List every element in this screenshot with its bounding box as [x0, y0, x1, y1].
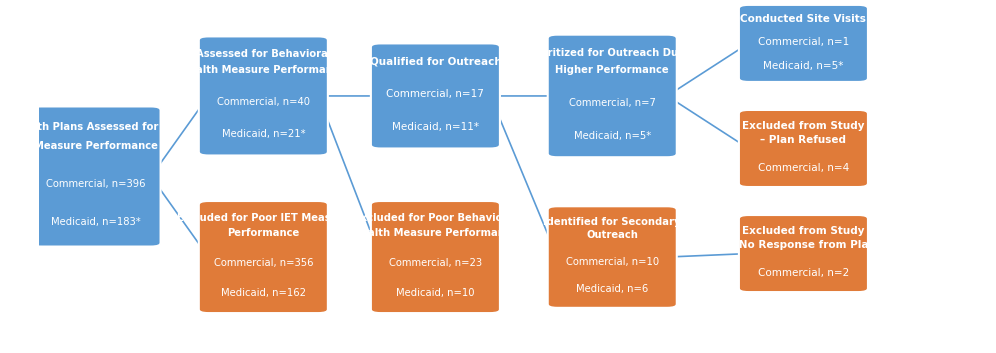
- Text: Prioritized for Outreach Due to: Prioritized for Outreach Due to: [525, 48, 699, 58]
- Text: Commercial, n=10: Commercial, n=10: [566, 257, 658, 268]
- Text: Medicaid, n=11*: Medicaid, n=11*: [391, 122, 479, 132]
- FancyBboxPatch shape: [548, 35, 676, 157]
- Text: Commercial, n=40: Commercial, n=40: [217, 97, 310, 107]
- FancyBboxPatch shape: [199, 201, 328, 313]
- Text: Medicaid, n=10: Medicaid, n=10: [396, 288, 475, 298]
- Text: Medicaid, n=183*: Medicaid, n=183*: [51, 217, 140, 227]
- Text: Identified for Secondary: Identified for Secondary: [544, 217, 681, 227]
- FancyBboxPatch shape: [548, 206, 676, 308]
- FancyBboxPatch shape: [739, 110, 868, 187]
- Text: Commercial, n=2: Commercial, n=2: [758, 268, 849, 278]
- Text: Assessed for Behavioral: Assessed for Behavioral: [195, 49, 331, 59]
- Text: Health Plans Assessed for IET: Health Plans Assessed for IET: [12, 122, 179, 132]
- Text: Excluded for Poor IET Measure: Excluded for Poor IET Measure: [177, 213, 350, 223]
- Text: Commercial, n=23: Commercial, n=23: [388, 258, 482, 268]
- Text: Commercial, n=7: Commercial, n=7: [569, 97, 655, 108]
- Text: Commercial, n=396: Commercial, n=396: [46, 179, 145, 189]
- Text: – Plan Refused: – Plan Refused: [760, 135, 847, 145]
- Text: Medicaid, n=5*: Medicaid, n=5*: [763, 61, 844, 71]
- Text: Conducted Site Visits: Conducted Site Visits: [740, 14, 867, 24]
- Text: Commercial, n=1: Commercial, n=1: [758, 37, 849, 47]
- Text: Commercial, n=356: Commercial, n=356: [213, 258, 313, 268]
- FancyBboxPatch shape: [199, 36, 328, 155]
- Text: Medicaid, n=21*: Medicaid, n=21*: [221, 129, 305, 139]
- Text: Medicaid, n=5*: Medicaid, n=5*: [574, 131, 650, 140]
- Text: Excluded from Study: Excluded from Study: [742, 121, 865, 131]
- Text: Higher Performance: Higher Performance: [556, 65, 669, 74]
- Text: Excluded for Poor Behavioral: Excluded for Poor Behavioral: [354, 213, 517, 223]
- Text: Medicaid, n=6: Medicaid, n=6: [576, 285, 648, 294]
- Text: Commercial, n=17: Commercial, n=17: [386, 89, 484, 99]
- Text: Medicaid, n=162: Medicaid, n=162: [221, 288, 306, 298]
- Text: Qualified for Outreach: Qualified for Outreach: [370, 56, 501, 67]
- Text: Health Measure Performance: Health Measure Performance: [181, 65, 346, 75]
- Text: Commercial, n=4: Commercial, n=4: [758, 163, 849, 173]
- Text: Performance: Performance: [227, 228, 300, 238]
- Text: Excluded from Study: Excluded from Study: [742, 226, 865, 236]
- Text: Outreach: Outreach: [587, 231, 638, 240]
- FancyBboxPatch shape: [32, 107, 160, 246]
- FancyBboxPatch shape: [371, 201, 500, 313]
- Text: – No Response from Plan: – No Response from Plan: [730, 240, 876, 250]
- FancyBboxPatch shape: [739, 215, 868, 292]
- Text: Health Measure Performance: Health Measure Performance: [354, 228, 518, 238]
- Text: Measure Performance: Measure Performance: [34, 141, 158, 151]
- FancyBboxPatch shape: [739, 5, 868, 82]
- FancyBboxPatch shape: [371, 43, 500, 149]
